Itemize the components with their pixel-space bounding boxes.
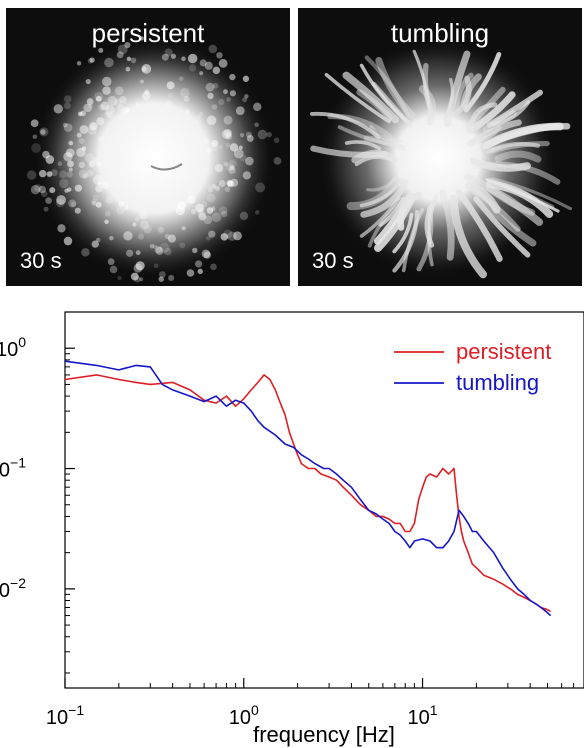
persistent-image-panel: persistent 30 s	[6, 8, 290, 286]
panel-title: persistent	[91, 18, 205, 48]
x-axis: 10−1 100 101	[46, 678, 584, 729]
y-tick-label: 100	[0, 334, 26, 361]
x-tick-label: 10−1	[46, 702, 84, 729]
legend: persistent tumbling	[394, 339, 551, 395]
time-label: 30 s	[312, 248, 354, 273]
legend-label: tumbling	[456, 370, 539, 395]
legend-label: persistent	[456, 339, 551, 364]
y-tick-label: 10−1	[0, 455, 26, 482]
time-label: 30 s	[20, 248, 62, 273]
tumbling-trajectory-image	[310, 38, 573, 279]
series-lines	[64, 360, 552, 617]
panel-title: tumbling	[390, 18, 490, 48]
x-axis-label: frequency [Hz]	[253, 722, 395, 747]
x-tick-label: 101	[408, 702, 438, 729]
persistent-trajectory-image	[26, 36, 282, 283]
plot-frame	[64, 311, 584, 689]
series-line-tumbling	[64, 360, 552, 617]
tumbling-image-panel: tumbling 30 s	[298, 8, 582, 286]
y-tick-label: 10−2	[0, 575, 26, 602]
series-line-persistent	[64, 374, 551, 613]
y-axis: 100 10−1 10−2	[0, 311, 75, 674]
